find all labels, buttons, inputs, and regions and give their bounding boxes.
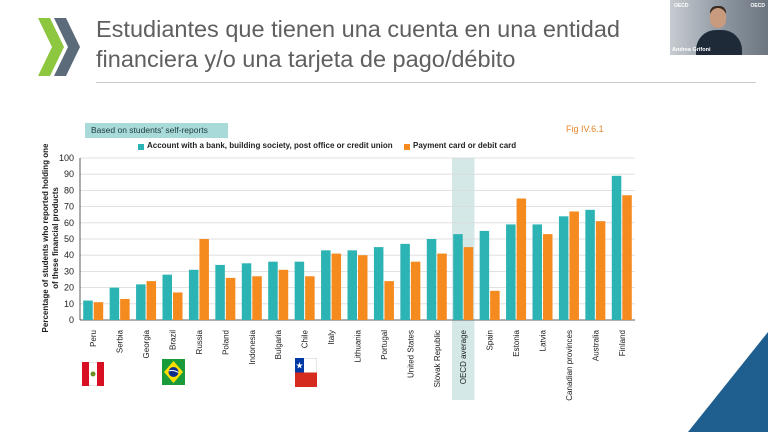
x-tick-label: Slovak Republic [433,330,442,387]
legend-label-card: Payment card or debit card [413,141,517,150]
x-tick-label: Brazil [169,330,178,350]
oecd-chevron-logo-icon [38,18,80,76]
y-tick-label: 40 [64,250,74,260]
x-tick-label: Lithuania [354,329,363,362]
bar-account [162,274,172,320]
bar-card [173,292,183,320]
y-tick-label: 50 [64,234,74,244]
legend-swatch-card [404,144,410,150]
bar-account [400,243,410,320]
bar-card [622,195,632,320]
bar-card [199,239,209,320]
bar-card [120,298,130,320]
bar-account [532,224,542,320]
bar-account [321,250,331,320]
bar-card [437,253,447,320]
x-tick-label: United States [406,330,415,378]
bar-account [479,230,490,320]
bar-card [595,221,606,320]
y-tick-label: 20 [64,283,74,293]
bar-card [516,198,527,320]
chile-flag-icon [295,358,317,387]
x-tick-label: Serbia [116,329,125,353]
bar-account [83,300,93,320]
x-tick-label: Estonia [512,329,521,356]
y-tick-label: 100 [59,153,74,163]
y-tick-label: 0 [69,315,74,325]
bar-card [490,290,500,320]
cam-logo-right: OECD [750,3,765,9]
presenter-name: Andrea Grifoni [672,47,711,53]
presenter-head [710,8,726,28]
bar-card [331,253,342,320]
bar-card [252,276,262,320]
bar-card [225,277,236,320]
legend-label-account: Account with a bank, building society, p… [147,141,393,150]
bar-account [453,234,463,320]
bar-account [426,239,437,320]
figure-reference: Fig IV.6.1 [566,124,604,134]
y-tick-label: 10 [64,299,74,309]
cam-logo-left: OECD [674,3,689,9]
x-tick-label: Indonesia [248,329,257,364]
bar-card [93,302,104,320]
bar-account [294,261,305,320]
title-divider [96,82,756,83]
x-tick-label: Australia [591,329,600,361]
x-tick-label: Latvia [539,329,548,351]
x-tick-label: Canadian provinces [565,330,574,401]
bar-card [410,261,421,320]
y-tick-label: 60 [64,218,74,228]
x-tick-label: Spain [486,330,495,350]
bar-account [611,175,622,320]
presenter-torso [696,30,742,55]
x-tick-label: Portugal [380,330,389,360]
y-tick-label: 30 [64,266,74,276]
bar-card [463,247,474,320]
highlight-band [452,158,475,400]
bar-card [278,269,289,320]
corner-decoration [688,332,768,432]
bar-account [585,209,595,320]
self-report-badge-label: Based on students' self-reports [91,125,208,135]
bar-account [558,216,569,320]
x-tick-label: Finland [618,330,627,356]
bar-account [215,264,225,320]
x-tick-label: Peru [89,330,98,347]
y-tick-label: 90 [64,169,74,179]
y-tick-label: 80 [64,185,74,195]
bar-card [146,281,157,320]
bar-account [373,247,384,320]
x-tick-label: Poland [221,330,230,355]
legend-swatch-account [138,144,144,150]
bar-account [506,224,516,320]
brazil-flag-icon [162,359,185,385]
bar-card [305,276,315,320]
slide-title: Estudiantes que tienen una cuenta en una… [96,16,620,72]
bar-account [347,250,357,320]
presenter-video: OECD OECD Andrea Grifoni [670,0,768,55]
x-tick-label: OECD average [459,329,468,384]
x-tick-label: Chile [301,329,310,348]
bar-account [136,284,146,320]
bar-account [241,263,252,320]
bar-account [109,287,120,320]
peru-flag-icon [82,362,104,386]
x-tick-label: Bulgaria [274,329,283,359]
x-tick-label: Georgia [142,329,151,358]
bar-card [384,281,394,320]
x-tick-label: Russia [195,329,204,354]
bar-card [543,234,553,320]
bar-account [188,269,199,320]
y-tick-label: 70 [64,202,74,212]
self-report-badge [85,123,228,138]
bar-card [569,211,579,320]
x-tick-label: Italy [327,330,336,345]
bar-card [358,255,368,320]
bar-account [268,261,278,320]
